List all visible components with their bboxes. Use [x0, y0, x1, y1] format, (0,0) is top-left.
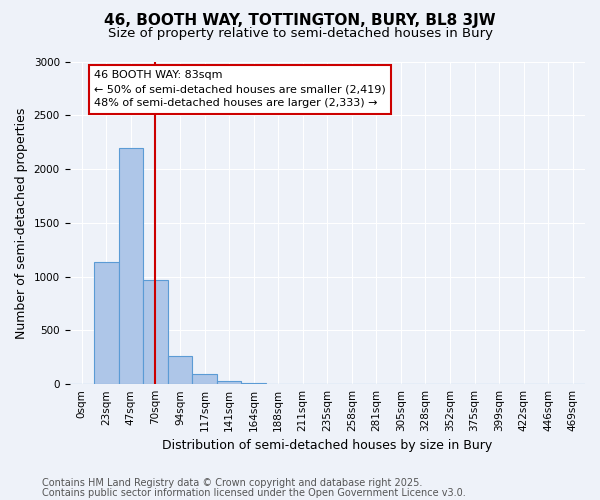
- Bar: [119, 148, 143, 384]
- Text: 46 BOOTH WAY: 83sqm
← 50% of semi-detached houses are smaller (2,419)
48% of sem: 46 BOOTH WAY: 83sqm ← 50% of semi-detach…: [94, 70, 386, 108]
- Bar: [168, 356, 192, 384]
- Text: 46, BOOTH WAY, TOTTINGTON, BURY, BL8 3JW: 46, BOOTH WAY, TOTTINGTON, BURY, BL8 3JW: [104, 12, 496, 28]
- Text: Contains public sector information licensed under the Open Government Licence v3: Contains public sector information licen…: [42, 488, 466, 498]
- Bar: [192, 374, 217, 384]
- Bar: [94, 262, 119, 384]
- Bar: [217, 382, 241, 384]
- Text: Size of property relative to semi-detached houses in Bury: Size of property relative to semi-detach…: [107, 28, 493, 40]
- X-axis label: Distribution of semi-detached houses by size in Bury: Distribution of semi-detached houses by …: [162, 440, 493, 452]
- Text: Contains HM Land Registry data © Crown copyright and database right 2025.: Contains HM Land Registry data © Crown c…: [42, 478, 422, 488]
- Bar: [143, 280, 168, 384]
- Y-axis label: Number of semi-detached properties: Number of semi-detached properties: [15, 107, 28, 338]
